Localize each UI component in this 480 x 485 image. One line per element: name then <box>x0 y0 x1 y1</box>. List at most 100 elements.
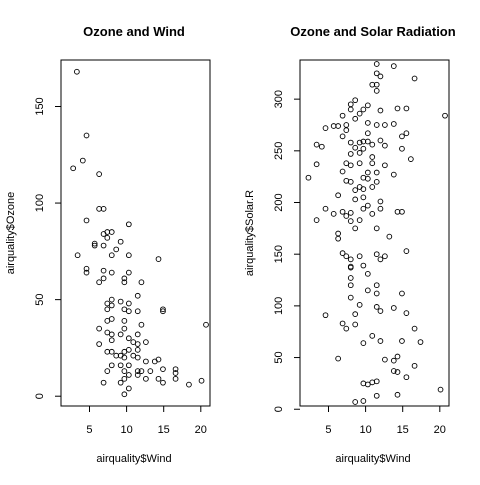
data-point <box>411 325 418 332</box>
data-point <box>356 150 363 156</box>
data-point <box>100 379 107 386</box>
data-point <box>394 353 401 360</box>
data-point <box>364 138 371 145</box>
data-point <box>83 265 90 272</box>
data-point <box>442 112 448 119</box>
data-point <box>134 372 141 378</box>
data-point <box>117 331 124 338</box>
data-point <box>364 270 371 277</box>
data-point <box>313 161 320 168</box>
data-point <box>390 357 397 364</box>
data-point <box>305 174 312 181</box>
data-point <box>143 339 149 345</box>
data-point <box>347 139 354 146</box>
data-point <box>96 279 102 286</box>
data-point <box>339 112 346 119</box>
data-point <box>352 321 359 328</box>
data-point <box>369 184 376 190</box>
data-point <box>186 381 192 388</box>
plot-frame <box>60 59 211 407</box>
y-tick-label: 300 <box>273 90 285 108</box>
data-point <box>138 279 145 286</box>
data-point <box>403 130 410 137</box>
data-point <box>121 354 128 361</box>
y-axis: 0 50 100 150 200 250 300 <box>273 90 300 412</box>
data-point <box>386 233 393 240</box>
data-point <box>352 97 359 104</box>
data-point <box>369 211 376 217</box>
data-point <box>394 208 401 215</box>
data-point <box>108 362 115 369</box>
data-point <box>347 162 354 169</box>
data-point <box>347 264 354 271</box>
data-point <box>373 225 380 232</box>
x-axis-label: airquality$Wind <box>335 453 410 465</box>
data-point <box>125 362 132 369</box>
y-tick-label: 250 <box>273 142 285 160</box>
data-point <box>134 341 141 347</box>
x-tick-label: 10 <box>120 424 132 436</box>
data-point <box>91 242 98 249</box>
data-point <box>335 230 341 237</box>
x-tick-label: 5 <box>325 424 331 436</box>
data-point <box>313 141 320 148</box>
data-point <box>134 292 141 299</box>
data-point <box>335 235 341 242</box>
chart-title: Ozone and Solar Radiation <box>290 24 455 39</box>
x-tick-label: 20 <box>195 424 207 436</box>
data-point <box>151 358 158 365</box>
data-point <box>335 192 341 199</box>
data-point <box>160 308 166 315</box>
data-point <box>411 75 418 82</box>
data-point <box>160 379 166 386</box>
data-point <box>352 196 359 203</box>
data-point <box>318 143 325 150</box>
data-point <box>347 256 354 263</box>
data-point <box>339 133 346 140</box>
data-point <box>121 368 128 374</box>
data-point <box>399 145 405 152</box>
data-point <box>390 63 397 69</box>
x-axis: 5 10 15 20 <box>325 406 446 436</box>
data-point <box>339 320 346 327</box>
data-point <box>417 339 424 345</box>
data-point <box>91 240 98 247</box>
data-point <box>369 141 376 148</box>
data-point <box>74 68 80 75</box>
y-tick-label: 100 <box>273 297 285 315</box>
data-point <box>364 202 371 209</box>
x-tick-label: 20 <box>434 424 446 436</box>
data-point <box>79 157 86 164</box>
data-point <box>356 217 363 223</box>
data-point <box>347 294 354 301</box>
data-point <box>322 205 329 212</box>
data-point <box>352 225 359 232</box>
y-tick-label: 150 <box>34 97 46 115</box>
data-point <box>360 262 367 269</box>
y-axis-label: airquality$Solar.R <box>244 190 256 276</box>
data-point <box>377 198 384 205</box>
data-point <box>134 347 141 353</box>
data-point <box>411 362 418 369</box>
data-point <box>364 381 371 388</box>
data-point <box>390 368 397 374</box>
data-point <box>117 298 124 305</box>
data-point <box>364 102 371 109</box>
data-point <box>125 269 132 276</box>
data-point <box>100 231 107 237</box>
data-point <box>125 347 132 353</box>
data-point <box>343 122 350 128</box>
data-point <box>83 132 90 139</box>
data-point <box>108 269 115 276</box>
data-point <box>364 169 371 176</box>
data-point <box>104 234 111 241</box>
x-axis-label: airquality$Wind <box>96 453 171 465</box>
data-point <box>125 308 132 315</box>
data-point <box>121 318 128 324</box>
x-tick-label: 15 <box>158 424 170 436</box>
data-point <box>125 252 132 259</box>
y-axis: 0 50 100 150 <box>34 97 61 399</box>
data-point <box>369 332 376 339</box>
data-point <box>364 175 371 182</box>
